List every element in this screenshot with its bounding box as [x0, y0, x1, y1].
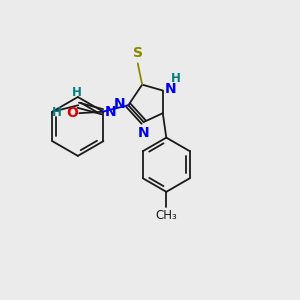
Text: H: H [171, 72, 181, 85]
Text: S: S [133, 46, 143, 60]
Text: CH₃: CH₃ [155, 209, 177, 223]
Text: N: N [114, 97, 125, 111]
Text: H: H [52, 106, 62, 119]
Text: O: O [66, 106, 78, 120]
Text: N: N [138, 126, 149, 140]
Text: N: N [165, 82, 177, 96]
Text: H: H [72, 86, 82, 99]
Text: N: N [105, 105, 116, 119]
